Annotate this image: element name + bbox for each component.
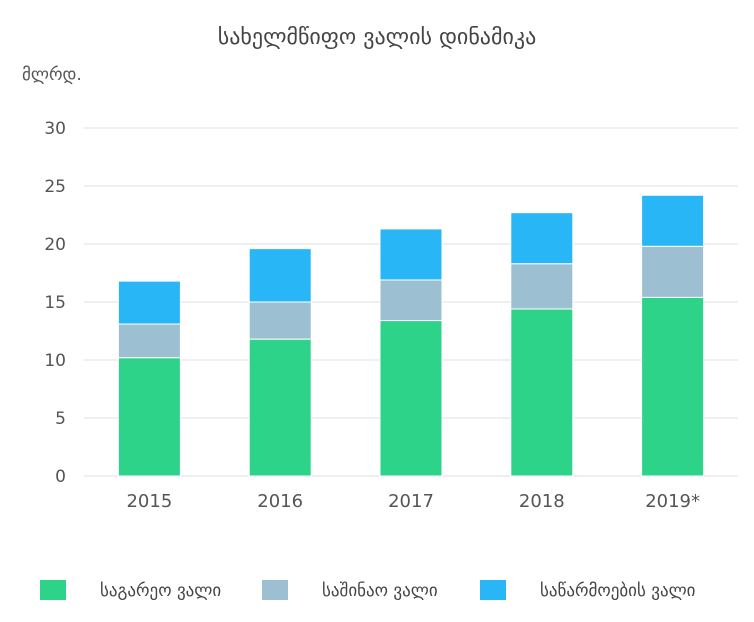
legend-label: საწარმოების ვალი — [540, 581, 695, 601]
bars — [117, 194, 705, 477]
bar-segment — [379, 228, 443, 281]
x-tick-label: 2015 — [126, 491, 172, 512]
x-tick-label: 2019* — [645, 491, 700, 512]
bar-segment — [641, 296, 705, 477]
x-tick-label: 2017 — [388, 491, 434, 512]
legend-swatch — [262, 580, 288, 600]
bar-segment — [248, 338, 312, 477]
y-axis-ticks: 0 5 10 15 20 25 30 — [44, 119, 66, 487]
bar-segment — [248, 301, 312, 340]
y-axis-unit-label: მლრდ. — [22, 65, 82, 85]
legend-label: საგარეო ვალი — [100, 581, 221, 601]
legend-label: საშინაო ვალი — [322, 581, 438, 601]
chart-title: სახელმწიფო ვალის დინამიკა — [218, 25, 537, 50]
bar-segment — [510, 308, 574, 477]
bar-segment — [379, 279, 443, 322]
y-tick-label: 15 — [44, 293, 66, 313]
legend-swatch — [480, 580, 506, 600]
x-tick-label: 2018 — [519, 491, 565, 512]
bar-segment — [510, 263, 574, 310]
bar-segment — [117, 323, 181, 359]
bar-segment — [248, 248, 312, 303]
bar-segment — [379, 320, 443, 477]
bar-segment — [117, 280, 181, 325]
y-tick-label: 30 — [44, 119, 66, 139]
y-tick-label: 5 — [55, 409, 66, 429]
legend-swatch — [40, 580, 66, 600]
x-tick-label: 2016 — [257, 491, 303, 512]
legend: საგარეო ვალი საშინაო ვალი საწარმოების ვალი — [40, 580, 695, 601]
y-tick-label: 0 — [55, 467, 66, 487]
y-tick-label: 20 — [44, 235, 66, 255]
y-tick-label: 10 — [44, 351, 66, 371]
bar-segment — [117, 357, 181, 477]
bar-segment — [641, 245, 705, 298]
x-axis-ticks: 2015 2016 2017 2018 2019* — [126, 491, 700, 512]
bar-segment — [641, 194, 705, 247]
y-tick-label: 25 — [44, 177, 66, 197]
bar-segment — [510, 212, 574, 265]
